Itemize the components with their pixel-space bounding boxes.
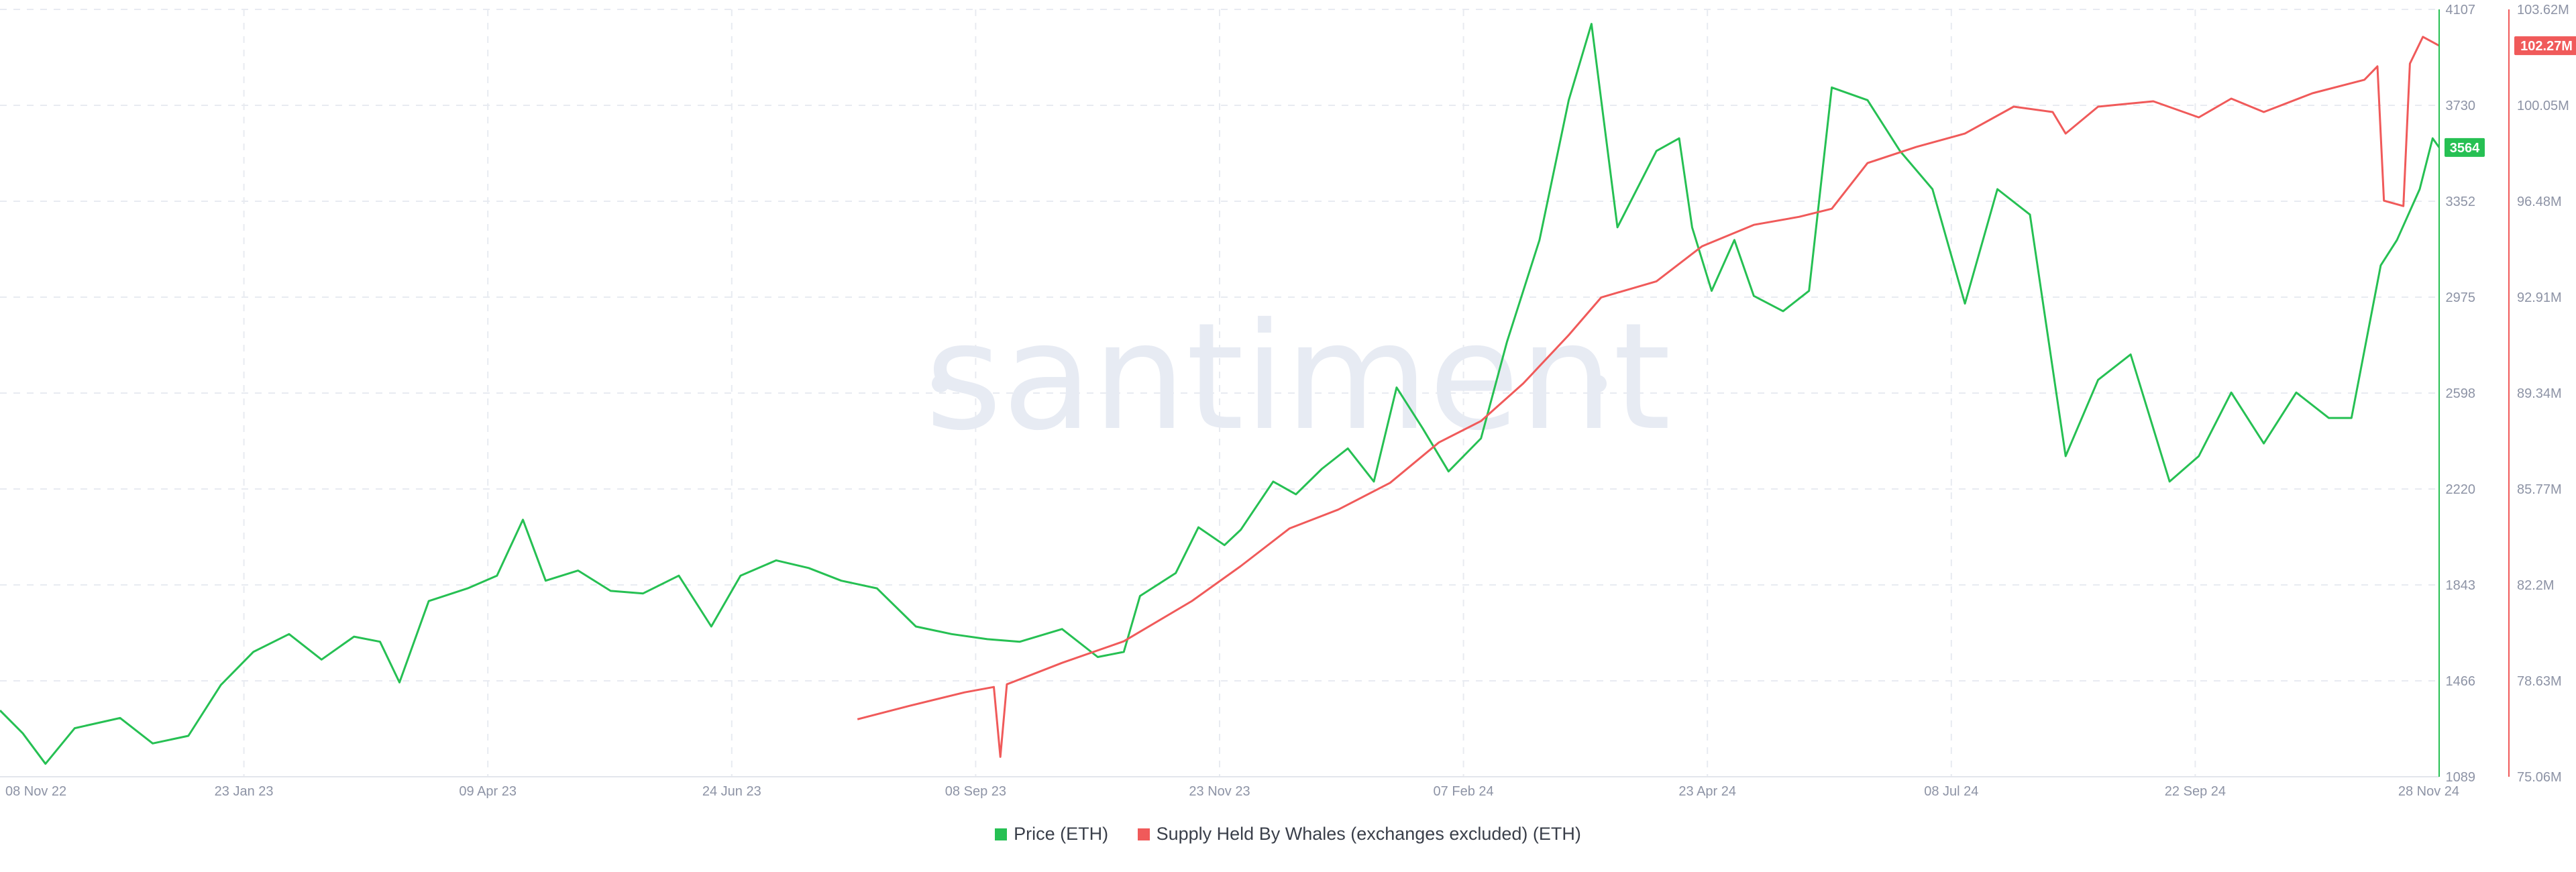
left-axis-tick-label: 1843: [2446, 578, 2476, 593]
right-axis-tick-label: 75.06M: [2517, 770, 2562, 785]
legend-label-whale-supply: Supply Held By Whales (exchanges exclude…: [1156, 824, 1581, 844]
right-axis-tick-label: 103.62M: [2517, 3, 2569, 17]
legend-item-price[interactable]: Price (ETH): [995, 824, 1108, 844]
price-current-value-badge-bg: [2445, 138, 2485, 157]
left-axis-tick-label: 1089: [2446, 770, 2476, 785]
x-axis-tick-label: 23 Apr 24: [1678, 784, 1736, 799]
whale-supply-current-value-badge-bg: [2514, 36, 2576, 56]
legend-label-price: Price (ETH): [1014, 824, 1109, 844]
x-axis-tick-label: 23 Jan 23: [215, 784, 274, 799]
legend: Price (ETH) Supply Held By Whales (excha…: [0, 824, 2576, 845]
whale-supply-current-value-badge: 102.27M: [2520, 39, 2573, 54]
x-axis-tick-label: 08 Sep 23: [945, 784, 1006, 799]
right-axis-tick-label: 100.05M: [2517, 99, 2569, 113]
price-line: [0, 23, 2440, 765]
right-axis-tick-label: 89.34M: [2517, 386, 2562, 401]
whale-supply-line: [857, 36, 2440, 758]
left-axis-tick-label: 3352: [2446, 195, 2476, 209]
x-axis-tick-label: 28 Nov 24: [2398, 784, 2459, 799]
left-axis-tick-label: 4107: [2446, 3, 2476, 17]
x-axis-tick-label: 23 Nov 23: [1189, 784, 1250, 799]
left-axis-tick-label: 3730: [2446, 99, 2476, 113]
left-axis-tick-label: 2220: [2446, 482, 2476, 497]
price-current-value-badge: 3564: [2450, 141, 2480, 156]
watermark-dot-left: [932, 375, 949, 392]
right-axis-tick-label: 78.63M: [2517, 674, 2562, 689]
x-axis-tick-label: 09 Apr 23: [459, 784, 517, 799]
right-axis-tick-label: 82.2M: [2517, 578, 2555, 593]
x-axis-tick-label: 08 Nov 22: [5, 784, 66, 799]
x-axis-tick-label: 08 Jul 24: [1924, 784, 1978, 799]
x-axis-tick-label: 24 Jun 23: [702, 784, 761, 799]
left-axis-tick-label: 2598: [2446, 386, 2476, 401]
left-axis-tick-label: 1466: [2446, 674, 2476, 689]
axes: 4107 103.62M 3730 100.05M 3352 96.48M 2975 92.9…: [5, 3, 2576, 799]
grid: [0, 9, 2439, 777]
legend-swatch-price: [995, 828, 1008, 840]
watermark: santiment: [925, 291, 1671, 463]
series: [0, 23, 2440, 765]
right-axis-tick-label: 96.48M: [2517, 195, 2562, 209]
legend-item-whale-supply[interactable]: Supply Held By Whales (exchanges exclude…: [1137, 824, 1581, 844]
right-axis-tick-label: 85.77M: [2517, 482, 2562, 497]
left-axis-tick-label: 2975: [2446, 290, 2476, 305]
x-axis-tick-label: 22 Sep 24: [2165, 784, 2226, 799]
x-axis-tick-label: 07 Feb 24: [1434, 784, 1494, 799]
right-axis-tick-label: 92.91M: [2517, 290, 2562, 305]
legend-swatch-whale-supply: [1137, 828, 1150, 840]
watermark-dot-right: [1589, 375, 1607, 392]
watermark-text: santiment: [925, 291, 1671, 463]
